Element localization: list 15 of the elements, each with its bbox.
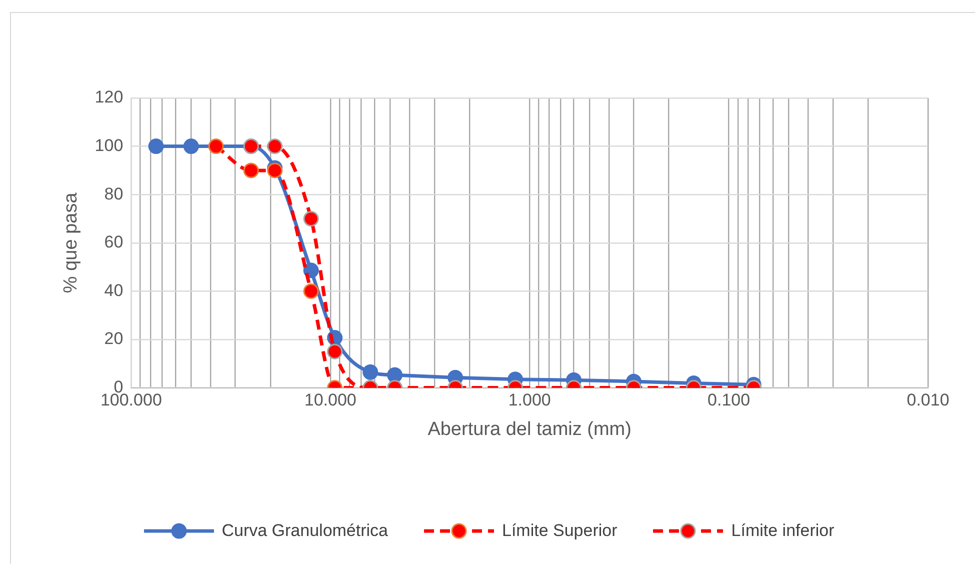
y-tick-label: 100 bbox=[94, 136, 124, 155]
x-tick-label: 10.000 bbox=[304, 390, 356, 410]
y-tick-label: 120 bbox=[94, 88, 124, 107]
y-tick-label: 40 bbox=[104, 280, 124, 300]
x-tick-label: 0.010 bbox=[906, 390, 950, 410]
x-tick-label: 1.000 bbox=[508, 390, 551, 410]
legend-label: Límite Superior bbox=[502, 521, 618, 541]
y-axis-title: % que pasa bbox=[60, 192, 82, 294]
legend-label: Límite inferior bbox=[731, 521, 834, 541]
x-tick-label: 0.100 bbox=[708, 390, 750, 410]
y-tick-label: 80 bbox=[104, 184, 124, 204]
x-axis-title: Abertura del tamiz (mm) bbox=[428, 418, 632, 440]
y-tick-label: 60 bbox=[104, 232, 124, 252]
legend-label: Curva Granulométrica bbox=[222, 521, 388, 541]
y-tick-label: 20 bbox=[104, 329, 124, 348]
